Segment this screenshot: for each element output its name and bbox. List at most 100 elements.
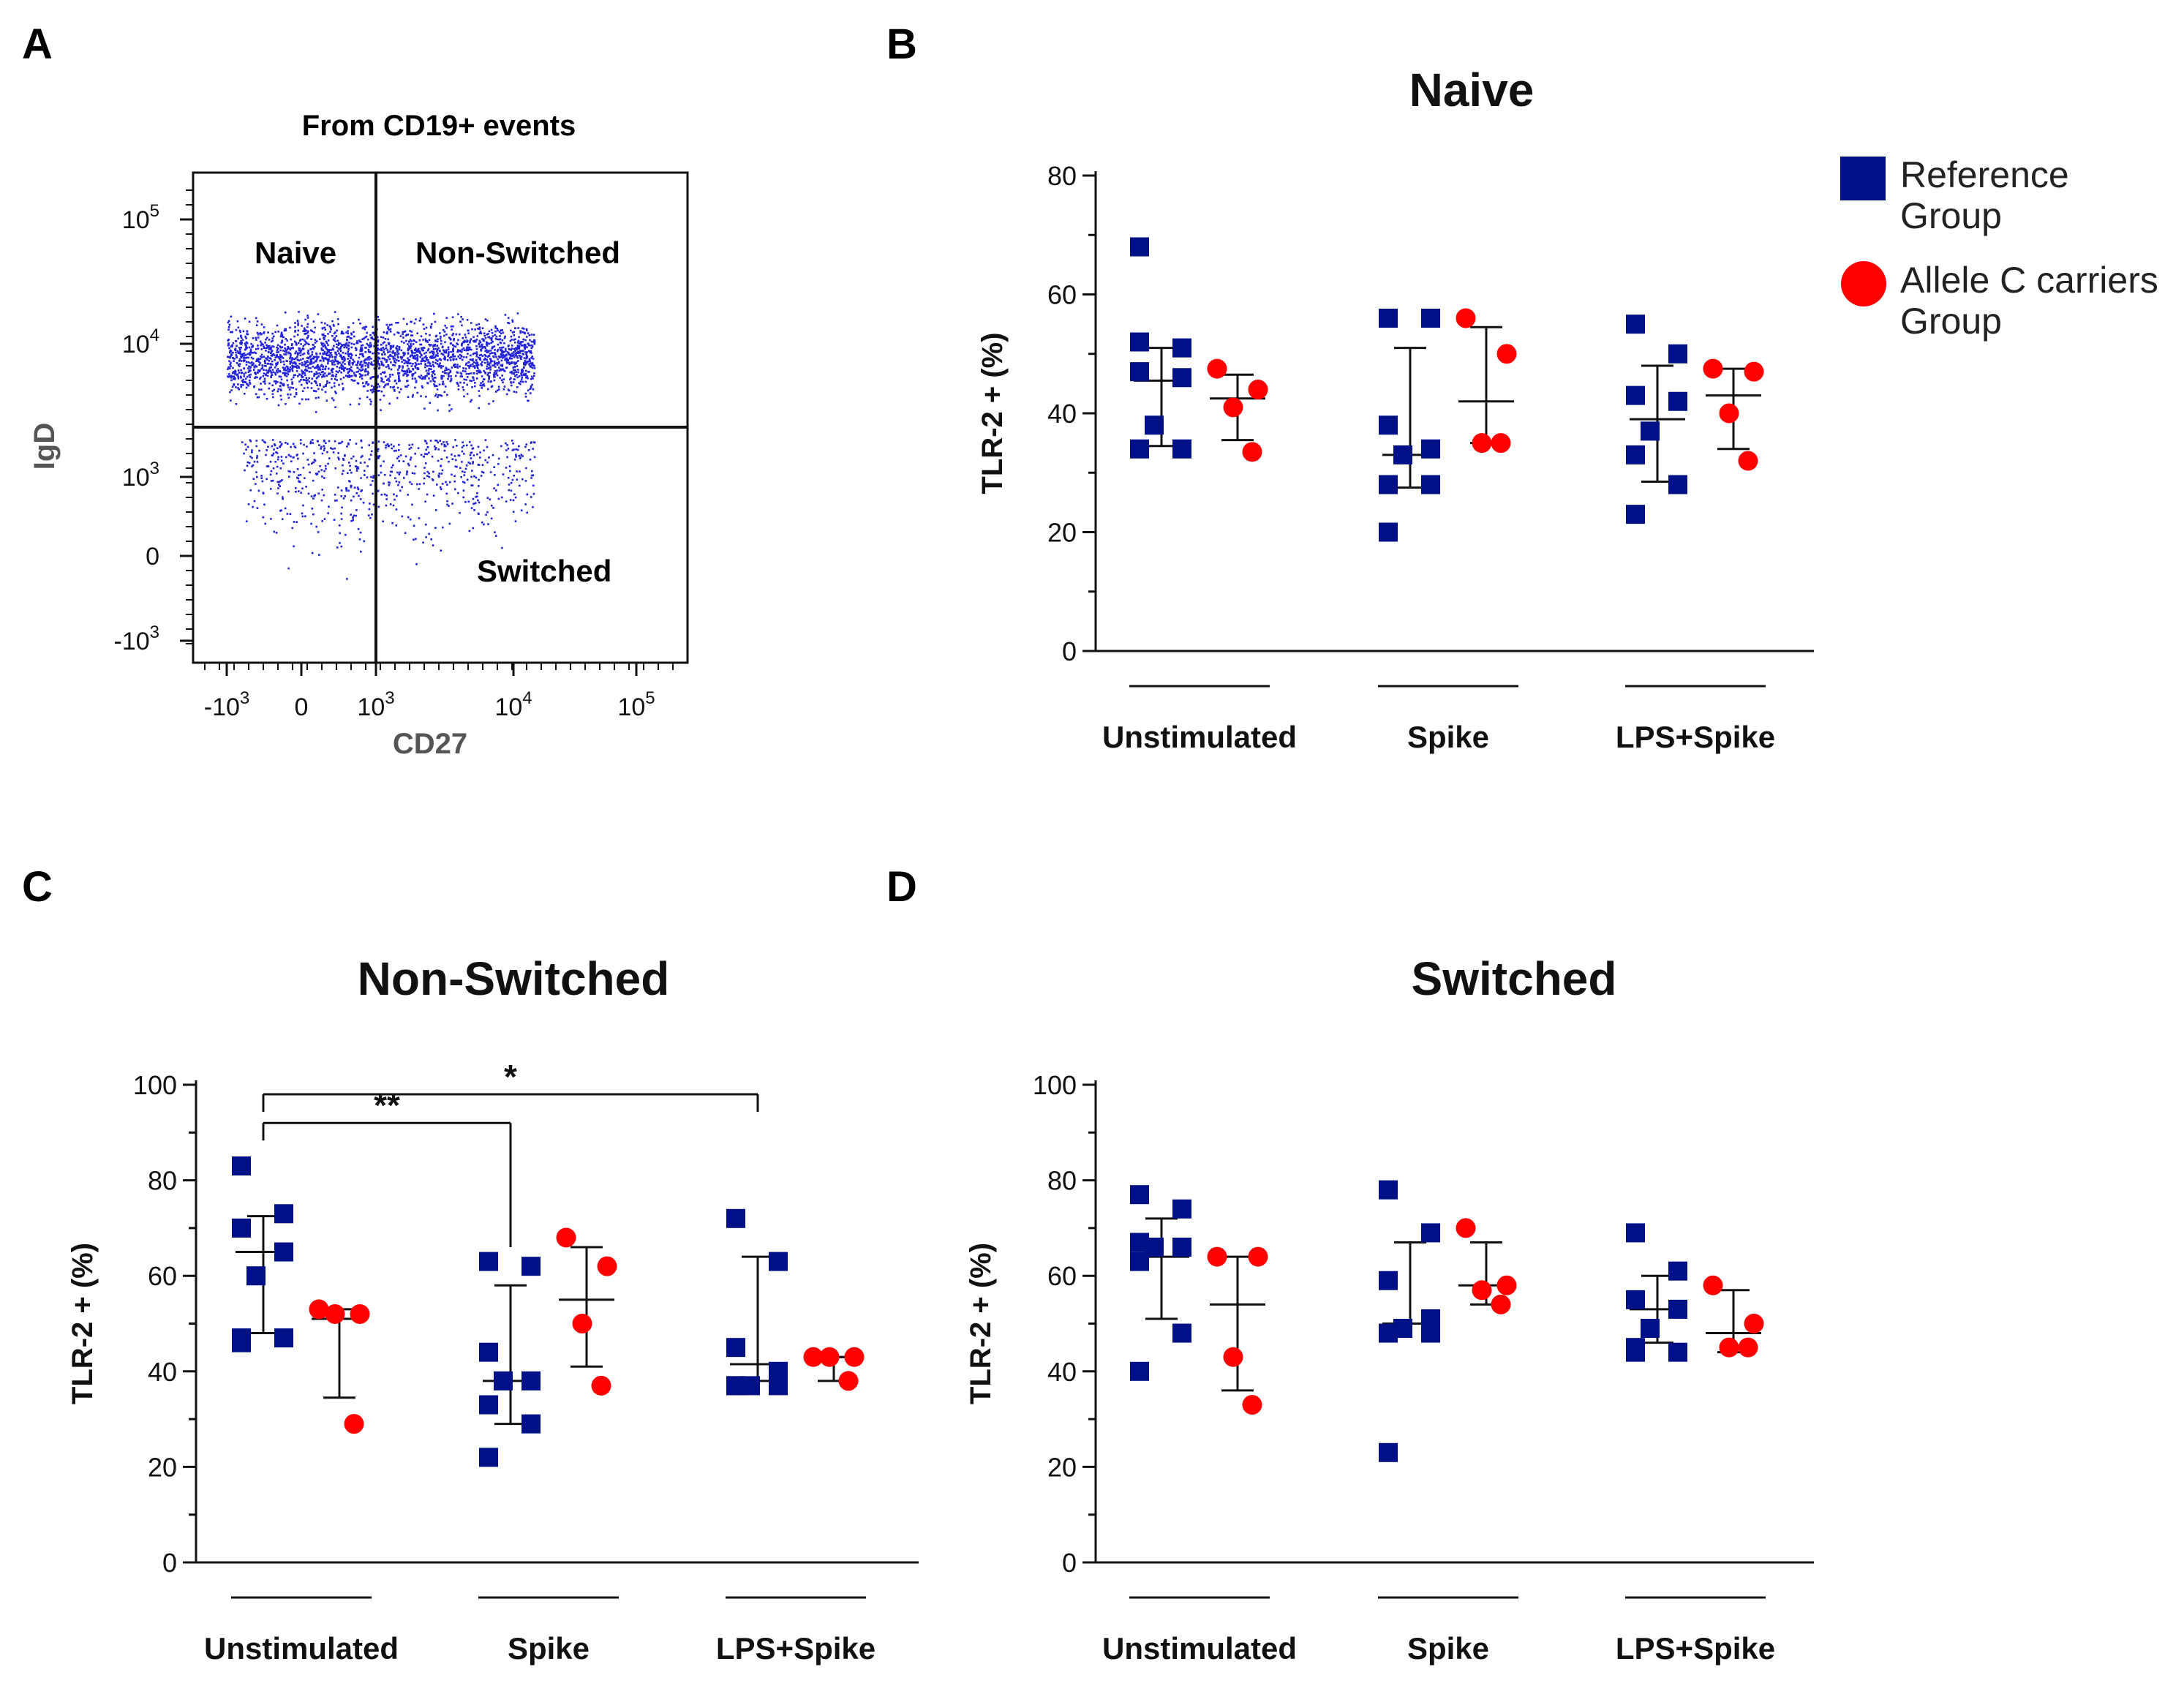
event-dot — [365, 362, 367, 364]
event-dot — [368, 358, 370, 361]
event-dot — [529, 351, 532, 354]
event-dot — [401, 515, 404, 518]
event-dot — [412, 363, 414, 365]
event-dot — [242, 359, 245, 361]
event-dot — [360, 439, 362, 442]
event-dot — [350, 499, 353, 502]
event-dot — [510, 329, 512, 332]
switched-allele-point — [1491, 1294, 1511, 1314]
event-dot — [473, 365, 476, 367]
event-dot — [229, 391, 231, 394]
event-dot — [263, 440, 266, 443]
event-dot — [305, 398, 307, 401]
event-dot — [306, 361, 309, 364]
event-dot — [368, 444, 370, 446]
event-dot — [388, 380, 391, 383]
event-dot — [454, 345, 457, 348]
event-dot — [246, 367, 249, 369]
event-dot — [495, 391, 497, 393]
switched-allele-point — [1496, 1275, 1517, 1295]
naive-reference-point — [1626, 385, 1645, 405]
event-dot — [391, 470, 393, 473]
event-dot — [353, 361, 355, 363]
event-dot — [511, 370, 513, 373]
non-switched-y-tick-label: 60 — [148, 1261, 177, 1291]
event-dot — [508, 347, 511, 350]
event-dot — [469, 341, 471, 344]
event-dot — [392, 358, 395, 360]
event-dot — [373, 367, 376, 370]
event-dot — [372, 503, 375, 506]
event-dot — [253, 351, 256, 354]
event-dot — [278, 483, 280, 486]
event-dot — [500, 355, 502, 358]
event-dot — [237, 377, 240, 380]
event-dot — [507, 317, 510, 319]
event-dot — [350, 484, 353, 487]
event-dot — [385, 323, 388, 326]
event-dot — [377, 336, 379, 339]
event-dot — [366, 342, 368, 345]
event-dot — [302, 348, 305, 350]
event-dot — [290, 455, 292, 458]
event-dot — [296, 320, 299, 322]
event-dot — [338, 342, 340, 345]
event-dot — [460, 355, 463, 357]
event-dot — [323, 439, 325, 442]
flow-frame — [192, 171, 689, 664]
event-dot — [391, 447, 393, 450]
event-dot — [360, 341, 362, 343]
event-dot — [325, 399, 328, 402]
event-dot — [277, 351, 279, 353]
event-dot — [230, 365, 232, 368]
event-dot — [502, 354, 505, 356]
event-dot — [363, 326, 366, 328]
event-dot — [271, 454, 274, 456]
event-dot — [348, 376, 350, 378]
event-dot — [312, 497, 315, 500]
event-dot — [352, 516, 354, 519]
event-dot — [462, 496, 464, 499]
event-dot — [263, 380, 265, 383]
event-dot — [268, 359, 271, 362]
event-dot — [325, 354, 328, 356]
event-dot — [275, 380, 277, 383]
event-dot — [251, 456, 253, 459]
event-dot — [416, 359, 418, 362]
event-dot — [249, 350, 252, 353]
event-dot — [442, 328, 445, 331]
event-dot — [311, 377, 314, 380]
event-dot — [348, 480, 350, 482]
event-dot — [231, 344, 233, 347]
event-dot — [463, 474, 466, 476]
event-dot — [432, 372, 434, 374]
event-dot — [295, 342, 298, 344]
event-dot — [427, 347, 430, 350]
event-dot — [426, 493, 429, 496]
event-dot — [421, 349, 424, 352]
event-dot — [499, 338, 502, 340]
event-dot — [516, 355, 519, 358]
event-dot — [264, 522, 267, 525]
event-dot — [343, 346, 345, 349]
event-dot — [342, 376, 345, 379]
event-dot — [511, 339, 513, 341]
event-dot — [332, 451, 335, 454]
event-dot — [228, 351, 231, 354]
event-dot — [383, 331, 385, 334]
event-dot — [260, 475, 263, 477]
event-dot — [388, 343, 390, 345]
event-dot — [361, 353, 363, 355]
event-dot — [354, 374, 357, 376]
event-dot — [420, 353, 423, 355]
event-dot — [348, 353, 351, 355]
naive-category-label: Spike — [1407, 720, 1489, 754]
event-dot — [298, 311, 300, 313]
event-dot — [249, 362, 252, 364]
event-dot — [389, 353, 392, 356]
event-dot — [334, 358, 336, 361]
event-dot — [293, 335, 295, 338]
event-dot — [410, 362, 412, 364]
event-dot — [348, 359, 351, 362]
event-dot — [321, 334, 323, 336]
